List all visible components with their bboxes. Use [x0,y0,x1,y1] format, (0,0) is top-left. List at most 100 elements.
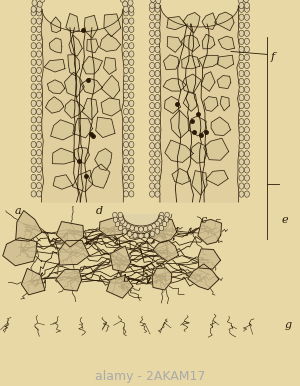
Circle shape [145,233,149,238]
Circle shape [31,51,36,57]
Polygon shape [206,170,228,186]
Circle shape [149,54,155,61]
Circle shape [239,175,244,181]
Circle shape [155,127,160,133]
Circle shape [149,95,155,101]
Polygon shape [220,96,229,111]
Circle shape [124,133,129,139]
Circle shape [155,54,160,61]
Circle shape [239,127,244,133]
Circle shape [244,103,250,109]
Circle shape [31,108,36,115]
Polygon shape [158,5,240,202]
Polygon shape [190,142,207,163]
Circle shape [37,10,41,16]
Polygon shape [123,215,159,226]
Circle shape [120,0,125,2]
Polygon shape [217,55,234,68]
Circle shape [124,125,129,131]
Circle shape [37,150,41,156]
Circle shape [129,59,134,65]
Circle shape [149,103,155,109]
Circle shape [151,0,156,2]
Circle shape [129,174,134,181]
Circle shape [129,141,134,147]
Circle shape [129,125,134,131]
Circle shape [128,0,133,6]
Polygon shape [51,17,61,32]
Circle shape [124,117,129,123]
Circle shape [239,151,244,157]
Circle shape [31,133,36,139]
Circle shape [239,159,244,165]
Circle shape [155,119,160,125]
Polygon shape [101,98,120,116]
Circle shape [37,117,41,123]
Circle shape [37,125,41,131]
Text: alamy - 2AKAM17: alamy - 2AKAM17 [95,370,205,383]
Circle shape [244,135,250,141]
Circle shape [155,86,160,93]
Circle shape [244,175,250,181]
Circle shape [31,100,36,107]
Circle shape [129,117,134,123]
Circle shape [129,67,134,74]
Circle shape [239,54,244,61]
Circle shape [149,127,155,133]
Circle shape [239,46,244,52]
Circle shape [239,62,244,69]
Polygon shape [183,12,200,33]
Circle shape [124,18,129,24]
Circle shape [129,6,134,12]
Polygon shape [163,78,186,91]
Polygon shape [44,59,65,72]
Polygon shape [47,80,65,94]
Circle shape [129,183,134,189]
Circle shape [162,221,167,227]
Polygon shape [189,116,206,136]
Polygon shape [82,98,98,120]
Circle shape [37,6,41,12]
Circle shape [149,119,155,125]
Polygon shape [183,92,197,112]
Circle shape [244,70,250,76]
Circle shape [31,84,36,90]
Circle shape [124,84,129,90]
Polygon shape [46,97,64,113]
Circle shape [133,233,137,238]
Circle shape [122,221,127,227]
Circle shape [37,18,41,24]
Polygon shape [49,38,62,53]
Circle shape [155,135,160,141]
Polygon shape [51,120,75,140]
Circle shape [31,18,36,24]
Circle shape [244,86,250,93]
Polygon shape [198,249,220,269]
Circle shape [129,76,134,82]
Circle shape [149,167,155,173]
Polygon shape [99,218,131,236]
Circle shape [129,191,134,197]
Circle shape [124,150,129,156]
Polygon shape [201,72,215,91]
Circle shape [149,2,155,8]
Polygon shape [101,75,120,99]
Circle shape [31,141,36,147]
Polygon shape [104,14,121,37]
Polygon shape [172,169,189,185]
Circle shape [244,159,250,165]
Circle shape [124,183,129,189]
Polygon shape [218,36,234,50]
Circle shape [244,46,250,52]
Circle shape [149,46,155,52]
Circle shape [239,95,244,101]
Circle shape [31,34,36,41]
Polygon shape [167,17,186,30]
Circle shape [31,117,36,123]
Circle shape [239,38,244,44]
Polygon shape [192,171,207,195]
Circle shape [37,158,41,164]
Polygon shape [88,164,110,188]
Circle shape [124,92,129,98]
Circle shape [139,233,143,239]
